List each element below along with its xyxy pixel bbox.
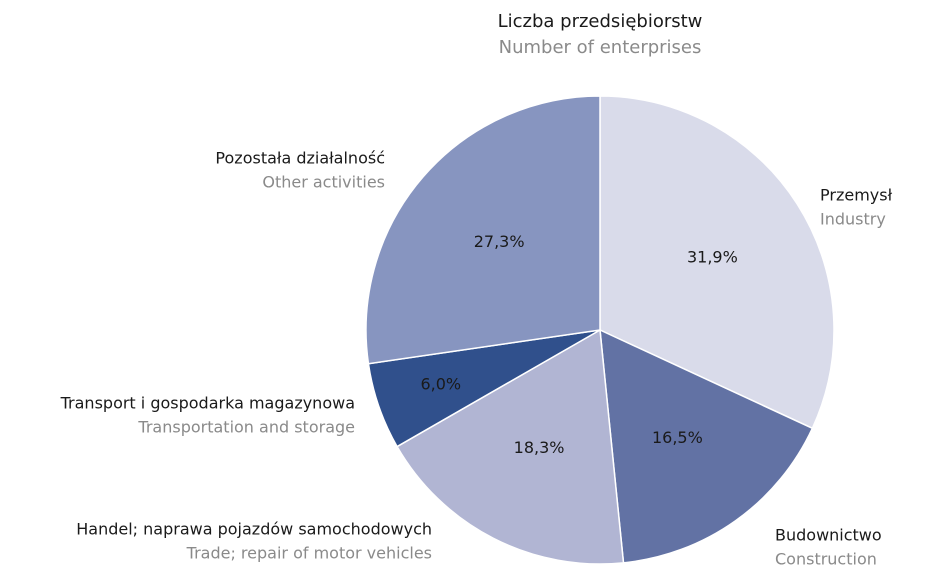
value-label: 31,9% — [687, 248, 738, 267]
category-label-en: Transportation and storage — [137, 418, 355, 437]
pie-slice — [599, 95, 835, 430]
pie-slice — [599, 328, 814, 564]
value-label: 16,5% — [652, 428, 703, 447]
value-label: 18,3% — [514, 438, 565, 457]
category-label: Transport i gospodarka magazynowa — [60, 394, 355, 413]
chart-subtitle: Number of enterprises — [499, 37, 702, 58]
chart-title: Liczba przedsiębiorstw — [498, 11, 703, 32]
pie-slice — [396, 328, 625, 565]
value-label: 6,0% — [420, 375, 461, 394]
category-label: Przemysł — [820, 186, 893, 205]
category-label: Handel; naprawa pojazdów samochodowych — [76, 520, 432, 539]
category-label-en: Other activities — [262, 173, 385, 192]
category-label-en: Construction — [775, 550, 877, 569]
category-label-en: Industry — [820, 210, 886, 229]
category-label: Pozostała działalność — [215, 149, 385, 168]
category-label: Budownictwo — [775, 526, 882, 545]
value-label: 27,3% — [474, 232, 525, 251]
pie-slice — [365, 95, 601, 365]
category-label-en: Trade; repair of motor vehicles — [186, 544, 432, 563]
